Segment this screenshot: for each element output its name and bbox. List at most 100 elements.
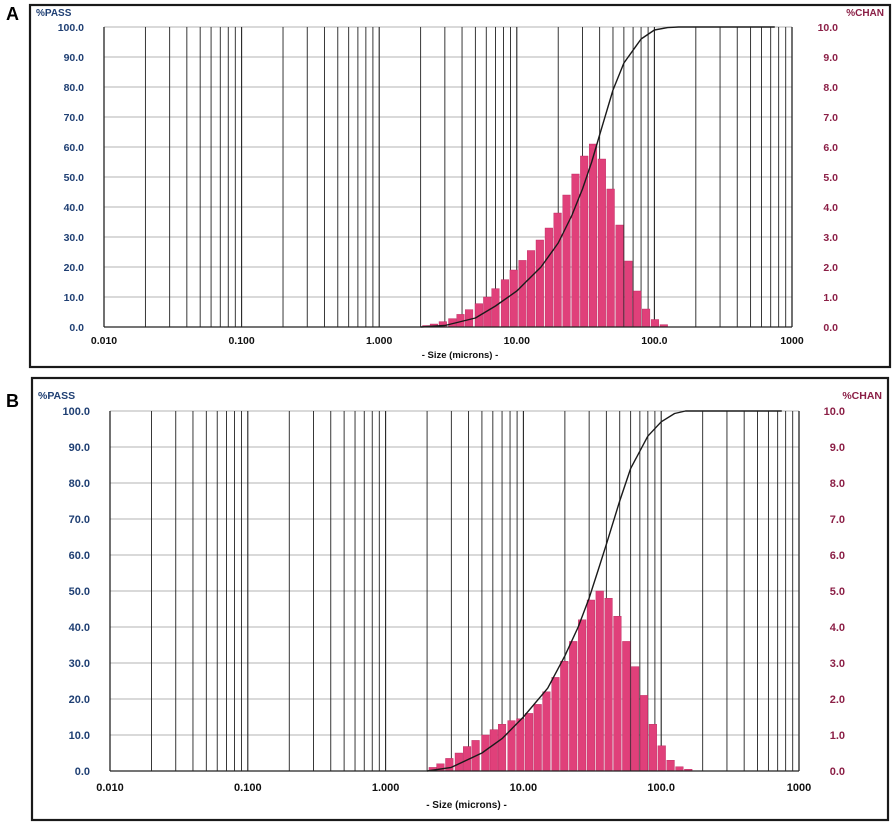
histogram-bar bbox=[588, 143, 598, 328]
left-tick-label: 60.0 bbox=[64, 142, 85, 154]
right-tick-label: 5.0 bbox=[823, 172, 838, 184]
right-tick-label: 0.0 bbox=[823, 322, 838, 334]
histogram-bar bbox=[631, 666, 640, 772]
histogram-bar bbox=[544, 227, 553, 328]
histogram-bar bbox=[533, 704, 542, 772]
histogram-bar bbox=[578, 619, 587, 772]
left-tick-label: 10.0 bbox=[64, 292, 85, 304]
left-tick-label: 40.0 bbox=[69, 622, 90, 634]
histogram-bar bbox=[500, 279, 509, 328]
left-tick-label: 70.0 bbox=[64, 112, 85, 124]
histogram-bar bbox=[675, 766, 684, 772]
x-tick-label: 0.010 bbox=[96, 782, 124, 794]
left-axis-title: %PASS bbox=[36, 8, 72, 19]
right-tick-label: 2.0 bbox=[823, 262, 838, 274]
left-tick-label: 40.0 bbox=[64, 202, 85, 214]
right-tick-label: 4.0 bbox=[823, 202, 838, 214]
histogram-bar bbox=[622, 641, 631, 772]
histogram-bar bbox=[586, 599, 595, 772]
left-tick-label: 90.0 bbox=[64, 52, 85, 64]
x-tick-label: 10.00 bbox=[510, 782, 538, 794]
histogram-bar bbox=[445, 758, 454, 772]
right-tick-label: 1.0 bbox=[830, 730, 845, 742]
left-tick-label: 10.0 bbox=[69, 730, 90, 742]
x-tick-label: 100.0 bbox=[647, 782, 675, 794]
panel-label-b: B bbox=[6, 391, 19, 411]
histogram-bar bbox=[571, 173, 580, 328]
right-tick-label: 2.0 bbox=[830, 694, 845, 706]
x-axis-title: - Size (microns) - bbox=[426, 800, 507, 811]
left-tick-label: 80.0 bbox=[64, 82, 85, 94]
histogram-bar bbox=[666, 760, 675, 772]
left-tick-label: 0.0 bbox=[75, 766, 90, 778]
right-tick-label: 10.0 bbox=[824, 406, 845, 418]
right-tick-label: 4.0 bbox=[830, 622, 845, 634]
x-tick-label: 10.00 bbox=[504, 335, 530, 347]
right-tick-label: 10.0 bbox=[818, 22, 839, 34]
histogram-bar bbox=[642, 308, 651, 328]
right-tick-label: 6.0 bbox=[823, 142, 838, 154]
histogram-bar bbox=[525, 713, 534, 772]
histogram-bar bbox=[562, 194, 571, 328]
x-tick-label: 1.000 bbox=[372, 782, 400, 794]
chart-panel-b: %PASS %CHAN 0.0 10.0 20.0 30.0 40.0 50.0 60.0 70.… bbox=[30, 376, 890, 822]
left-axis-title: %PASS bbox=[38, 390, 75, 402]
histogram-bar bbox=[569, 641, 578, 772]
x-axis-title: - Size (microns) - bbox=[422, 350, 499, 361]
histogram-bar bbox=[604, 598, 613, 772]
histogram-bar bbox=[615, 224, 624, 328]
histogram-bar bbox=[613, 616, 622, 772]
left-tick-label: 50.0 bbox=[64, 172, 85, 184]
histogram-bar bbox=[597, 158, 606, 328]
chart-panel-a: %PASS %CHAN 0.0 10.0 20.0 30.0 40.0 50.0 60.0 70.… bbox=[28, 3, 892, 369]
histogram-bar bbox=[542, 691, 551, 772]
left-tick-label: 20.0 bbox=[69, 694, 90, 706]
histogram-bar bbox=[650, 319, 659, 328]
histogram-bar bbox=[498, 724, 507, 772]
left-tick-label: 100.0 bbox=[62, 406, 90, 418]
histogram-bar bbox=[551, 677, 560, 772]
histogram-bar bbox=[606, 188, 615, 328]
histogram-bar bbox=[633, 290, 642, 328]
x-tick-label: 0.100 bbox=[234, 782, 262, 794]
histogram-bar bbox=[657, 745, 666, 772]
histogram-bar bbox=[509, 269, 518, 328]
histogram-bar bbox=[648, 724, 657, 772]
histogram-bar bbox=[553, 212, 562, 328]
left-tick-label: 0.0 bbox=[69, 322, 84, 334]
histogram-bar bbox=[639, 695, 649, 772]
right-tick-label: 5.0 bbox=[830, 586, 845, 598]
right-tick-label: 7.0 bbox=[823, 112, 838, 124]
right-tick-label: 7.0 bbox=[830, 514, 845, 526]
cumulative-curve bbox=[426, 410, 782, 772]
x-tick-label: 100.0 bbox=[641, 335, 667, 347]
x-tick-label: 1000 bbox=[787, 782, 811, 794]
left-tick-label: 90.0 bbox=[69, 442, 90, 454]
right-tick-label: 6.0 bbox=[830, 550, 845, 562]
left-tick-label: 30.0 bbox=[64, 232, 85, 244]
right-tick-label: 3.0 bbox=[830, 658, 845, 670]
cumulative-curve bbox=[420, 26, 775, 328]
histogram-bar bbox=[527, 250, 536, 328]
left-tick-label: 80.0 bbox=[69, 478, 90, 490]
left-tick-label: 50.0 bbox=[69, 586, 90, 598]
x-tick-label: 1000 bbox=[780, 335, 804, 347]
histogram-bar bbox=[624, 260, 633, 328]
chart-frame bbox=[30, 376, 890, 822]
right-tick-label: 9.0 bbox=[823, 52, 838, 64]
histogram-bar bbox=[580, 155, 589, 328]
histogram-bar bbox=[518, 260, 527, 328]
right-tick-label: 8.0 bbox=[823, 82, 838, 94]
chart-frame bbox=[28, 3, 892, 369]
x-tick-label: 0.100 bbox=[228, 335, 254, 347]
right-axis-title: %CHAN bbox=[846, 8, 884, 19]
right-tick-label: 8.0 bbox=[830, 478, 845, 490]
left-tick-label: 70.0 bbox=[69, 514, 90, 526]
x-tick-label: 0.010 bbox=[91, 335, 117, 347]
right-tick-label: 3.0 bbox=[823, 232, 838, 244]
histogram-bar bbox=[489, 729, 498, 772]
histogram-bar bbox=[560, 661, 569, 772]
left-tick-label: 20.0 bbox=[64, 262, 85, 274]
right-tick-label: 1.0 bbox=[823, 292, 838, 304]
